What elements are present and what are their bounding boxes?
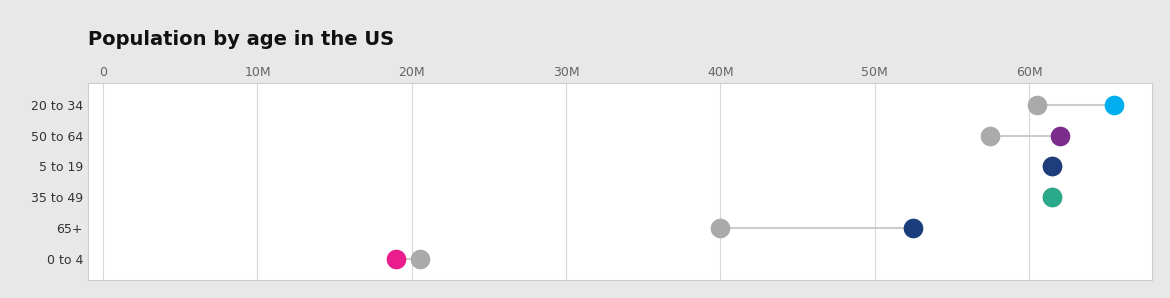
Point [411,256,429,261]
Point [1042,195,1061,200]
Point [982,133,1000,138]
Point [1027,103,1046,107]
Point [1104,103,1123,107]
Point [1042,164,1061,169]
Point [711,226,730,230]
Point [1042,164,1061,169]
Text: Population by age in the US: Population by age in the US [88,30,394,49]
Point [387,256,406,261]
Point [1042,195,1061,200]
Point [904,226,923,230]
Point [1051,133,1069,138]
